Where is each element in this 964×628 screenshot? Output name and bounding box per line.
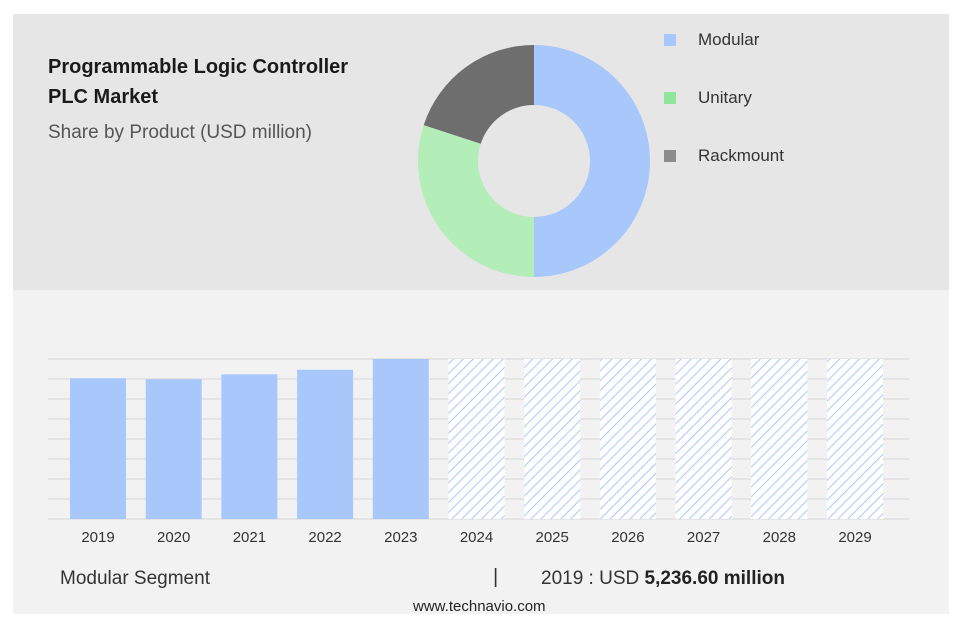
bar-2023 — [372, 359, 429, 519]
x-tick-label-2020: 2020 — [157, 529, 190, 546]
donut-slice-unitary — [418, 125, 534, 278]
bar-2021 — [221, 374, 278, 519]
donut-slice-modular — [534, 45, 650, 277]
bar-2020 — [145, 379, 202, 519]
segment-value-prefix: 2019 : USD — [541, 568, 640, 589]
chart-title: Programmable Logic Controller PLC Market — [48, 52, 348, 112]
donut-slice-rackmount — [423, 45, 534, 144]
x-tick-label-2025: 2025 — [536, 529, 569, 546]
legend-swatch-modular — [664, 34, 676, 46]
x-tick-label-2026: 2026 — [611, 529, 644, 546]
x-tick-label-2027: 2027 — [687, 529, 720, 546]
legend-label-modular: Modular — [698, 30, 760, 49]
segment-label: Modular Segment — [60, 568, 210, 589]
x-tick-label-2028: 2028 — [763, 529, 796, 546]
chart-subtitle: Share by Product (USD million) — [48, 122, 312, 143]
segment-value: 2019 : USD 5,236.60 million — [541, 568, 785, 590]
title-line-1: Programmable Logic Controller — [48, 56, 349, 78]
legend-item-rackmount: Rackmount — [664, 146, 784, 166]
forecast-bar-2028 — [751, 359, 808, 519]
legend-swatch-unitary — [664, 92, 676, 104]
x-tick-label-2021: 2021 — [233, 529, 266, 546]
bar-2022 — [297, 369, 354, 519]
bar-tick-labels: 2019 2020 2021 2022 2023 2024 2025 2026 2027 2028… — [81, 529, 871, 546]
donut-chart — [418, 45, 650, 278]
segment-value-amount: 5,236.60 million — [644, 568, 785, 589]
bar-2019 — [70, 378, 126, 519]
x-tick-label-2023: 2023 — [384, 529, 417, 546]
forecast-bar-2025 — [524, 359, 581, 519]
forecast-bar-2024 — [448, 359, 505, 519]
x-tick-label-2024: 2024 — [460, 529, 493, 546]
legend-label-unitary: Unitary — [698, 88, 752, 107]
legend-swatch-rackmount — [664, 150, 676, 162]
legend-label-rackmount: Rackmount — [698, 146, 784, 165]
title-line-2: PLC Market — [48, 86, 159, 108]
legend-item-unitary: Unitary — [664, 88, 752, 108]
bar-marks — [70, 359, 883, 519]
x-tick-label-2019: 2019 — [81, 529, 114, 546]
forecast-bar-2029 — [827, 359, 883, 519]
x-tick-label-2022: 2022 — [308, 529, 341, 546]
website-link[interactable]: www.technavio.com — [413, 598, 546, 615]
forecast-bar-2027 — [675, 359, 732, 519]
forecast-bar-2026 — [599, 359, 656, 519]
footer-separator: | — [493, 566, 499, 588]
legend-item-modular: Modular — [664, 30, 759, 50]
x-tick-label-2029: 2029 — [838, 529, 871, 546]
